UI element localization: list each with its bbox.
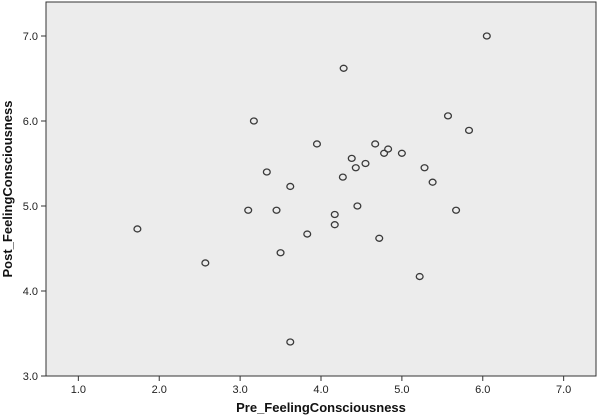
data-point [338,173,347,181]
data-point [371,140,380,148]
axes: 1.0 2.0 3.0 4.0 5.0 6.0 7.0 3.0 4.0 5.0 6.0 7.0 [23,31,572,396]
x-tick-label: 5.0 [394,384,409,396]
x-tick-label: 7.0 [556,384,571,396]
data-point [353,202,362,210]
data-point [303,230,312,238]
y-tick-label: 7.0 [23,31,38,43]
data-point [286,182,295,191]
y-tick-label: 4.0 [23,286,38,298]
data-point [286,338,295,346]
data-point [330,210,339,219]
x-tick-label: 1.0 [71,384,86,396]
data-point [201,259,210,267]
data-point [133,225,142,233]
data-point [443,112,453,120]
data-point [375,234,384,242]
x-tick-label: 4.0 [313,384,328,396]
data-point [482,32,491,40]
data-point [361,159,370,168]
data-point [276,249,285,257]
data-point [272,206,281,214]
data-point [244,206,253,214]
data-point [415,272,424,281]
plot-area [45,1,597,377]
data-point [312,140,322,148]
x-tick-label: 2.0 [152,384,167,396]
data-point [347,154,356,163]
data-point [262,168,271,176]
y-tick-label: 5.0 [23,201,38,213]
data-point [380,149,389,157]
data-point [420,164,429,172]
data-point [339,64,348,72]
y-tick-label: 6.0 [23,116,38,128]
data-point [464,126,474,135]
y-tick-label: 3.0 [23,371,38,383]
data-point [428,178,437,186]
x-axis-title: Pre_FeelingConsciousness [236,400,406,415]
y-axis-title: Post_FeelingConsciousness [0,101,15,278]
data-points [133,32,491,346]
data-point [452,206,461,214]
data-point [330,221,339,229]
data-point [351,164,360,172]
x-tick-label: 6.0 [475,384,490,396]
data-point [249,117,258,125]
data-point [397,149,406,157]
data-point [384,145,393,153]
x-tick-label: 3.0 [232,384,247,396]
